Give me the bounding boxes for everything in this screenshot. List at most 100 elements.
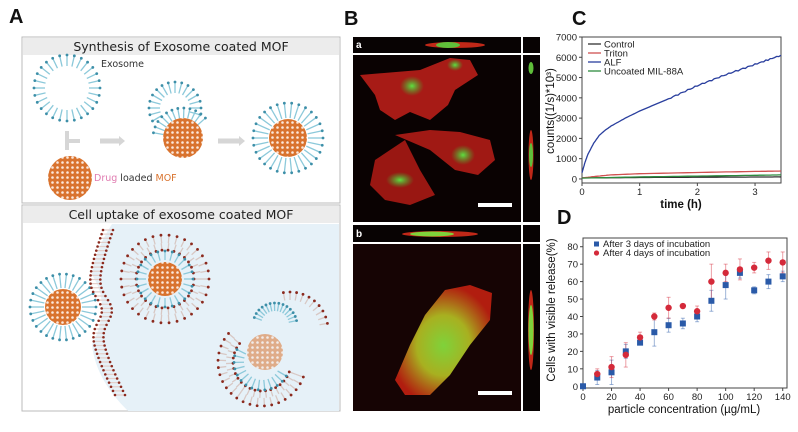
panel-d-label: D	[557, 207, 572, 229]
chart-c-ytick-label: 5000	[556, 73, 577, 84]
loaded-word: loaded	[117, 173, 155, 184]
chart-d-ytick-label: 80	[567, 242, 578, 253]
chart-c-ytick-label: 3000	[556, 114, 577, 125]
mof-particle	[163, 118, 203, 158]
cell-membrane	[89, 228, 127, 397]
chart-c-xtick-label: 0	[579, 187, 584, 198]
sublabel-b: b	[356, 229, 362, 240]
chart-d-xtick-label: 40	[635, 392, 646, 403]
sublabel-a: a	[356, 40, 362, 51]
data-point-3-days	[580, 383, 586, 390]
scattered-lipids	[252, 301, 298, 323]
legend-entry: Uncoated MIL-88A	[604, 67, 684, 78]
ruptured-endosome-outer	[216, 332, 305, 408]
chart-d-ylabel: Cells with visible release(%)	[546, 238, 558, 381]
data-point-3-days	[694, 313, 701, 320]
ruptured-endosome-inner	[226, 338, 297, 398]
chart-c-xtick-label: 2	[695, 187, 700, 198]
chart-c-ylabel: counts((1/s)*10³)	[545, 68, 557, 154]
uptake-illustration	[28, 228, 329, 408]
endosome-outer-layer	[119, 233, 211, 325]
panel-c-label: C	[572, 8, 587, 30]
data-point-3-days	[765, 278, 772, 285]
legend-entry: Control	[604, 40, 635, 51]
data-point-3-days	[751, 287, 758, 294]
chart-d-xtick-label: 0	[580, 392, 585, 403]
panel-a-label: A	[9, 6, 24, 28]
data-point-4-days	[636, 334, 644, 341]
panel-b-label: B	[344, 8, 359, 30]
process-arrow-icon	[218, 136, 245, 146]
scale-bar-a	[478, 203, 512, 207]
legend-entry: ALF	[604, 58, 622, 69]
data-point-4-days	[693, 308, 701, 315]
chart-d-ytick-label: 50	[567, 295, 578, 306]
data-point-3-days	[665, 322, 672, 329]
chart-c-ytick-label: 7000	[556, 33, 577, 44]
mof-particle	[45, 289, 81, 325]
data-point-3-days	[608, 369, 615, 376]
fusing-lipids	[152, 106, 207, 136]
mof-particle	[48, 156, 92, 200]
chart-d-xtick-label: 60	[663, 392, 674, 403]
chart-d-ytick-label: 60	[567, 277, 578, 288]
data-point-3-days	[651, 329, 658, 336]
data-point-3-days	[736, 269, 743, 276]
data-point-4-days	[651, 313, 658, 320]
chart-c-xlabel: time (h)	[660, 199, 702, 211]
data-point-4-days	[722, 269, 729, 277]
data-point-3-days	[722, 282, 729, 289]
exosome-coating	[135, 249, 195, 309]
legend-entry: Triton	[604, 49, 628, 60]
chart-d-ytick-label: 70	[567, 260, 578, 271]
chart-c-plot-frame	[581, 36, 782, 184]
partial-exosome	[147, 80, 203, 123]
chart-c-ytick-label: 1000	[556, 154, 577, 165]
data-point-3-days	[779, 273, 786, 280]
exosome-coating	[251, 101, 325, 175]
exosome-coating	[28, 272, 98, 342]
chart-d-xtick-label: 20	[606, 392, 617, 403]
exosome-label: Exosome	[101, 59, 144, 70]
panel-a-uptake-box: Cell uptake of exosome coated MOF	[21, 204, 341, 412]
uptake-title: Cell uptake of exosome coated MOF	[69, 207, 294, 222]
mof-particle	[148, 262, 182, 296]
exosome-vesicle	[32, 53, 102, 123]
synthesis-illustration	[32, 53, 325, 200]
series-line-alf	[581, 54, 782, 174]
data-point-4-days	[779, 259, 786, 266]
series-line-triton	[581, 170, 782, 179]
data-point-4-days	[750, 264, 758, 271]
data-point-4-days	[665, 304, 672, 311]
chart-d-ytick-label: 10	[567, 364, 578, 375]
chart-d-ytick-label: 40	[567, 312, 578, 323]
data-point-3-days	[679, 320, 686, 327]
legend-entry: After 4 days of incubation	[603, 248, 710, 259]
chart-d-xlabel: particle concentration (µg/mL)	[608, 404, 761, 416]
merge-arrow-icon	[65, 131, 80, 150]
cytoplasm-region	[92, 224, 339, 411]
process-arrow-icon	[100, 136, 125, 146]
mof-particle	[269, 119, 307, 157]
chart-c-xtick-label: 1	[637, 187, 642, 198]
series-line-uncoated-mil-88a	[581, 174, 782, 179]
chart-d: particle concentration (µg/mL) Cells wit…	[546, 237, 791, 416]
drug-word: Drug	[94, 173, 117, 184]
drug-loaded-mof-label: Drug loaded MOF	[94, 173, 177, 184]
chart-d-xtick-label: 120	[746, 392, 762, 403]
membrane-fragments	[282, 290, 329, 326]
chart-c-xtick-label: 3	[752, 187, 757, 198]
data-point-3-days	[622, 348, 629, 355]
data-point-3-days	[594, 374, 601, 381]
data-point-4-days	[594, 370, 601, 378]
chart-d-plot-frame	[582, 237, 788, 389]
panel-b-microscopy: a b	[352, 36, 541, 412]
data-point-4-days	[608, 363, 615, 371]
legend-marker	[594, 241, 599, 247]
chart-c-ytick-label: 2000	[556, 134, 577, 145]
legend-marker	[593, 250, 600, 256]
data-point-3-days	[708, 297, 715, 304]
mof-word: MOF	[156, 173, 177, 184]
chart-d-xtick-label: 100	[718, 392, 734, 403]
chart-c-ytick-label: 6000	[556, 53, 577, 64]
